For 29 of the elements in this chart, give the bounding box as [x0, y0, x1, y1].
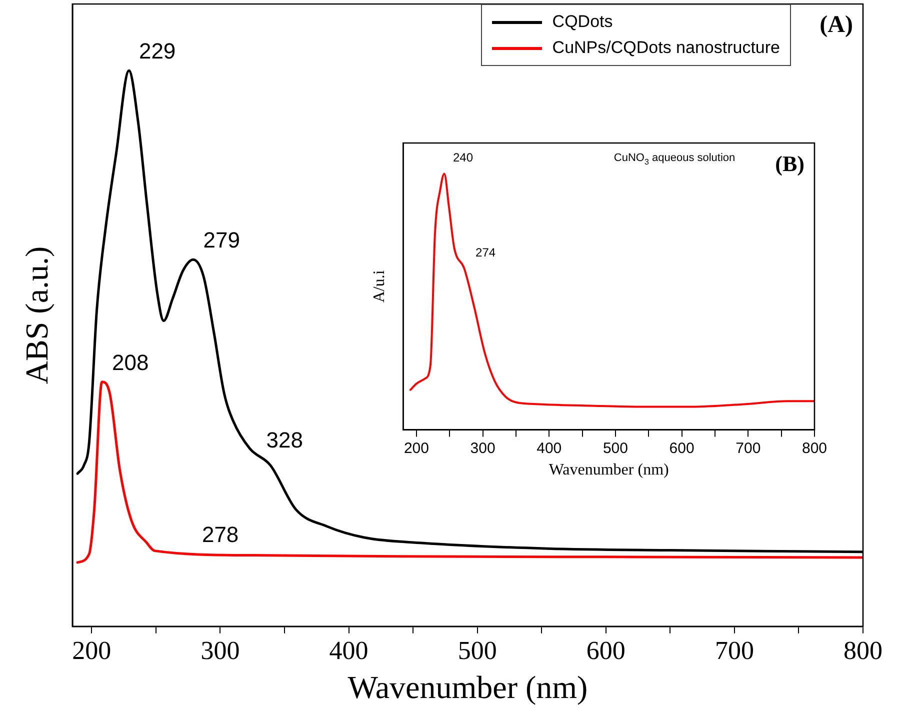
legend-label: CQDots [552, 12, 613, 32]
x-tick-label: 300 [200, 636, 240, 665]
x-tick-label: 600 [669, 440, 694, 457]
text: (A) [820, 12, 854, 38]
annotation: 208 [112, 350, 149, 375]
annotation: 229 [138, 38, 176, 64]
x-tick-label: 700 [714, 636, 754, 665]
annotation: 274 [476, 245, 496, 260]
x-axis-title: Wavenumber (nm) [348, 669, 588, 706]
x-tick-label: 500 [458, 636, 497, 665]
y-axis-title: ABS (a.u.) [18, 246, 55, 384]
annotation: 279 [203, 228, 240, 253]
annotation: 240 [453, 150, 474, 165]
legend-label: CuNPs/CQDots nanostructure [552, 38, 780, 58]
x-tick-label: 500 [602, 440, 628, 457]
x-tick-label: 400 [536, 440, 562, 457]
x-axis-title: Wavenumber (nm) [548, 462, 669, 479]
annotation: 278 [202, 522, 239, 548]
x-tick-label: 800 [844, 636, 882, 665]
y-axis-title: A/u.i [370, 270, 388, 303]
annotation: (B) [775, 151, 804, 176]
x-tick-label: 800 [802, 440, 827, 457]
x-tick-label: 200 [72, 636, 112, 665]
x-tick-label: 200 [404, 440, 429, 457]
annotation: 328 [266, 428, 303, 453]
x-tick-label: 600 [586, 636, 626, 665]
x-tick-label: 700 [736, 440, 761, 457]
x-tick-label: 300 [470, 440, 496, 457]
x-tick-label: 400 [329, 636, 368, 665]
